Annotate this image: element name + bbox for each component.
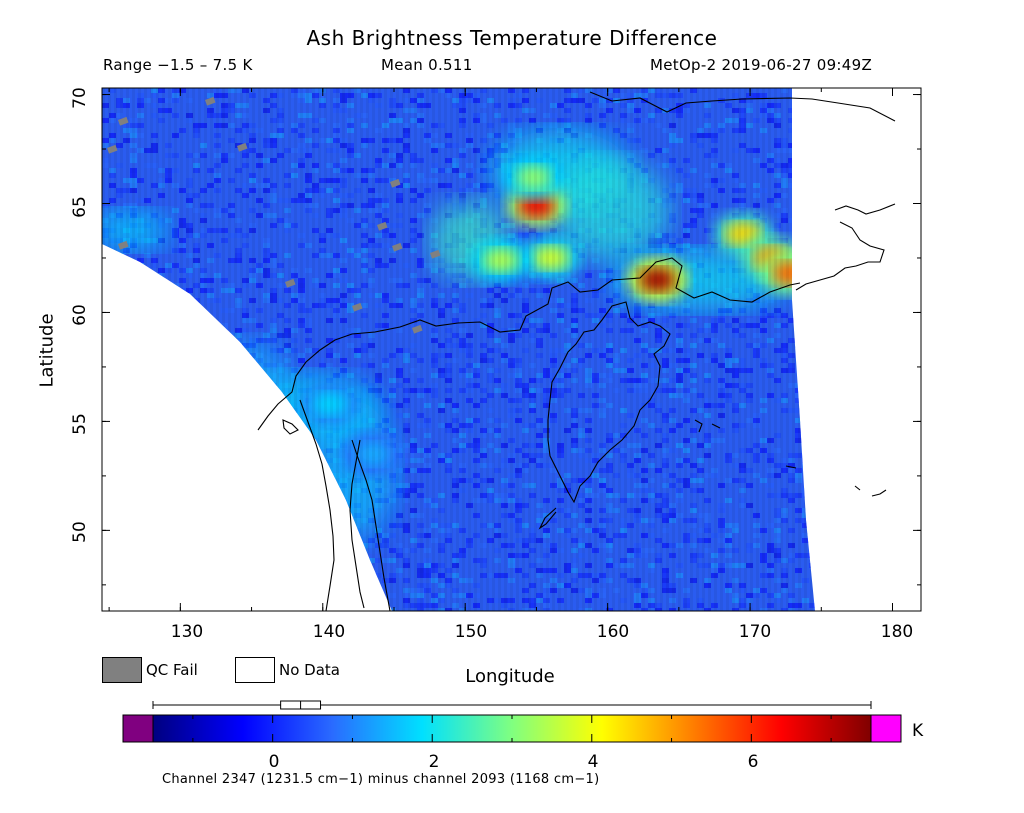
qc-fail-swatch [102,657,142,683]
x-tick-140: 140 [312,622,346,642]
qc-fail-label: QC Fail [146,661,198,679]
range-text: Range −1.5 – 7.5 K [103,56,253,74]
y-tick-55: 55 [70,413,90,435]
y-axis-label: Latitude [36,313,58,388]
axis-ticks [102,88,921,611]
colorbar-unit: K [912,721,924,741]
colorbar-tick-6: 6 [747,752,759,772]
y-tick-70: 70 [70,87,90,109]
colorbar-tick-2: 2 [428,752,440,772]
colorbar-tick-0: 0 [268,752,280,772]
colorbar-tick-4: 4 [587,752,599,772]
colorbar-caption: Channel 2347 (1231.5 cm−1) minus channel… [162,772,600,787]
chart-title: Ash Brightness Temperature Difference [306,26,718,50]
x-tick-150: 150 [454,622,488,642]
x-tick-170: 170 [738,622,772,642]
x-tick-160: 160 [596,622,630,642]
plot-frame [101,87,922,612]
mean-text: Mean 0.511 [381,56,473,74]
qc-fail-pixels [107,96,441,334]
y-tick-60: 60 [70,304,90,326]
x-tick-180: 180 [880,622,914,642]
no-data-label: No Data [279,661,340,679]
coastline [257,91,896,611]
satellite-text: MetOp-2 2019-06-27 09:49Z [650,56,873,74]
no-data-swatch [235,657,275,683]
y-tick-50: 50 [70,521,90,543]
x-axis-label: Longitude [465,666,555,687]
y-tick-65: 65 [70,196,90,218]
x-tick-130: 130 [170,622,204,642]
